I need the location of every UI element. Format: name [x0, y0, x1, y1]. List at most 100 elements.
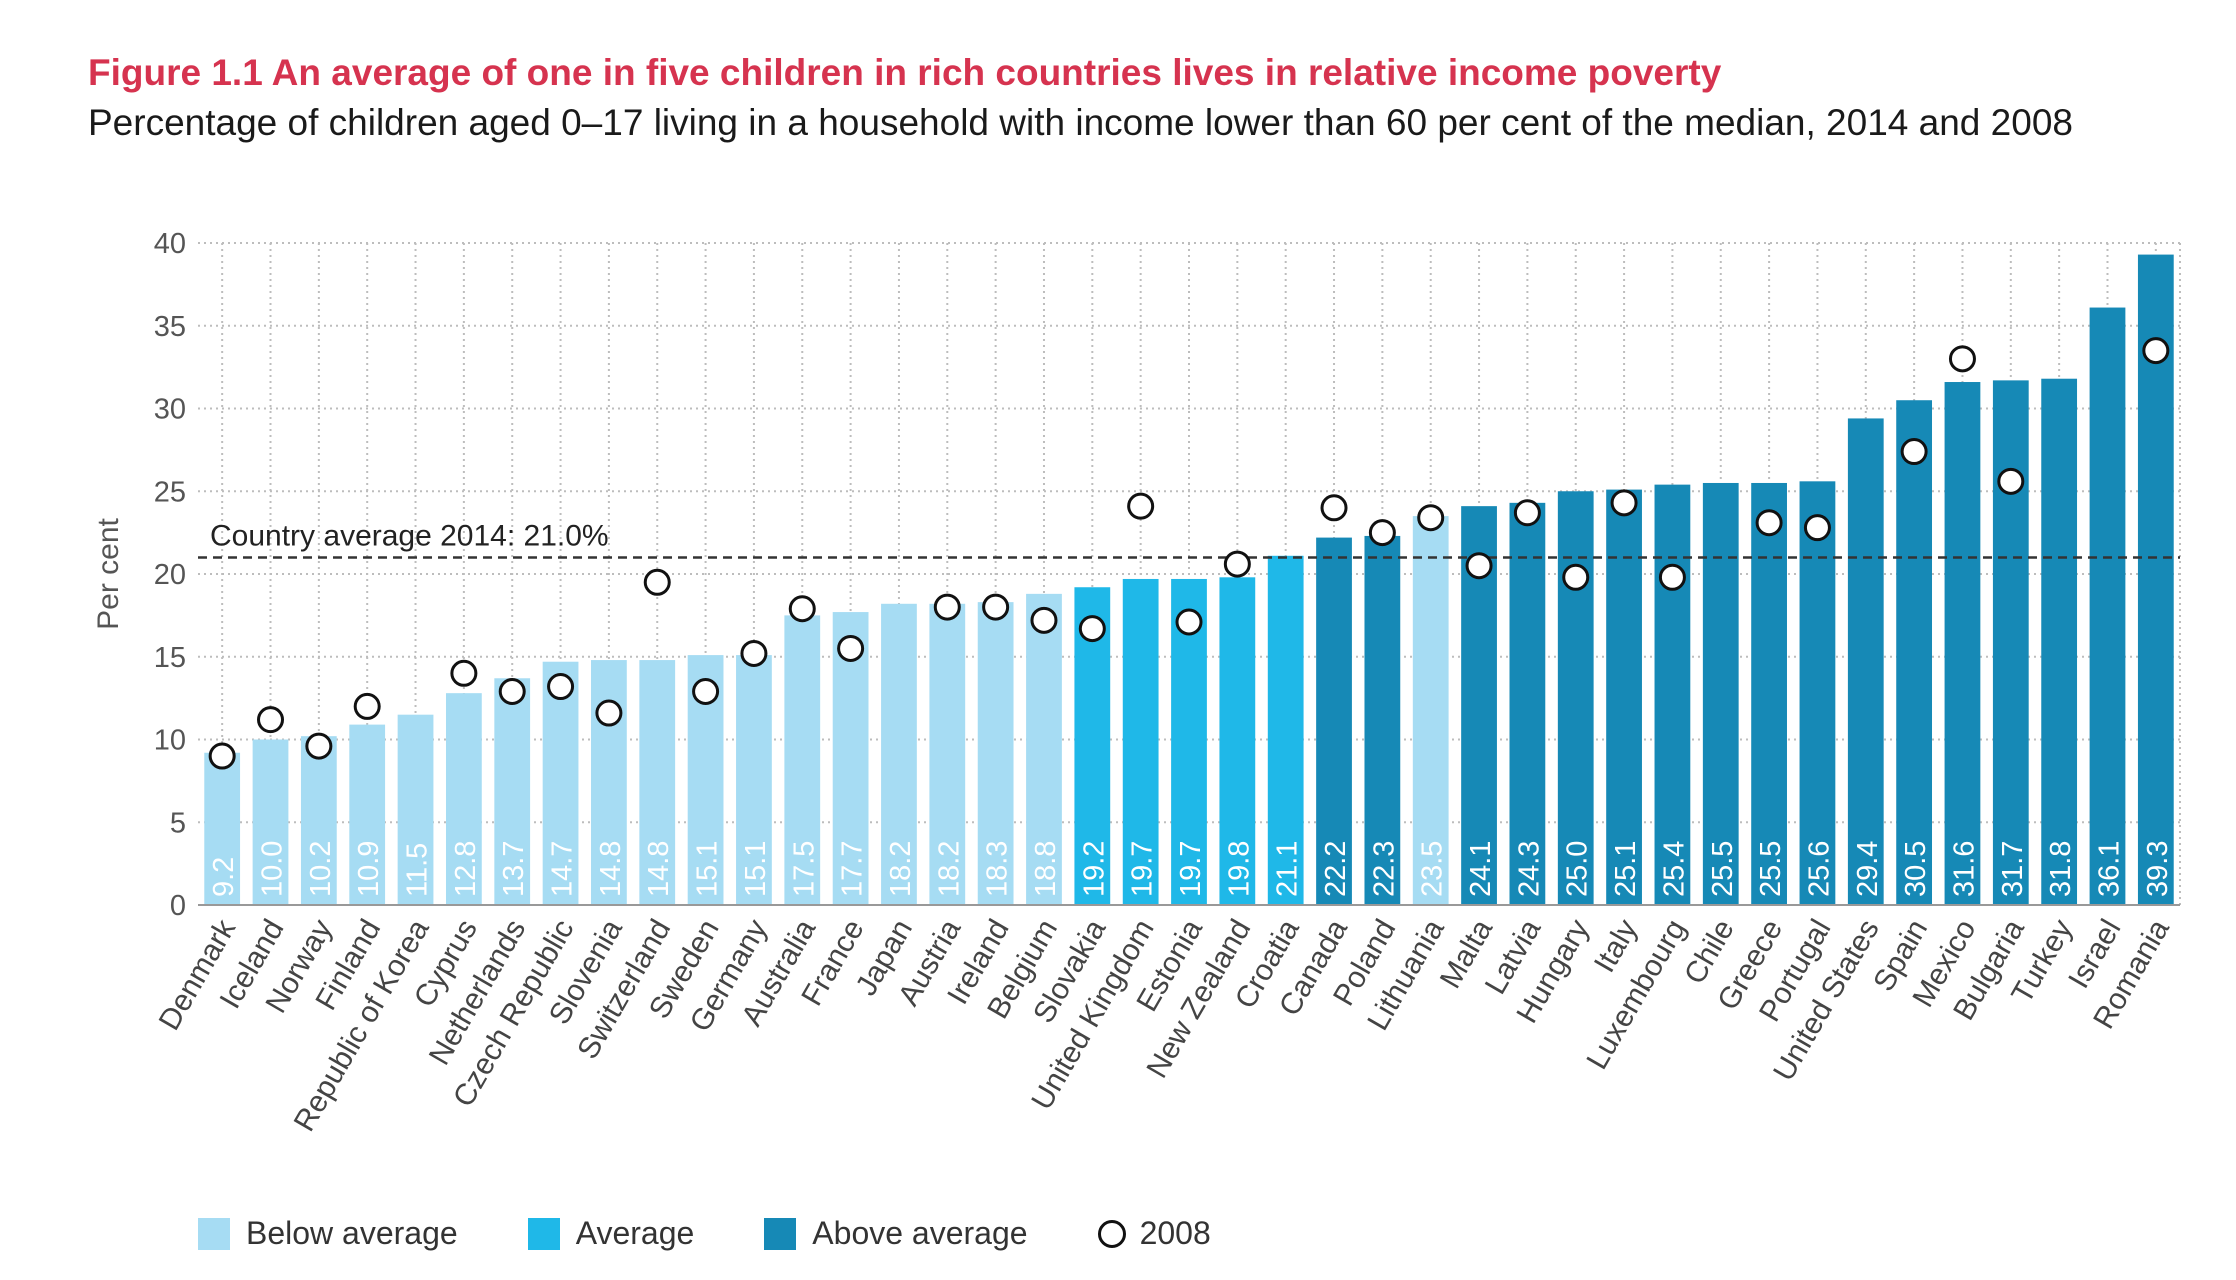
point-2008 — [1997, 467, 2025, 495]
bar — [784, 615, 821, 905]
bar-value-label: 17.5 — [788, 841, 820, 897]
point-2008 — [1513, 499, 1541, 527]
bar-value-label: 19.7 — [1127, 841, 1159, 897]
bar — [2089, 307, 2126, 905]
bar — [1509, 502, 1546, 905]
bar — [1702, 482, 1739, 905]
bar — [204, 752, 241, 905]
legend-label-average: Average — [575, 1215, 695, 1251]
point-2008 — [643, 568, 671, 596]
point-2008 — [982, 593, 1010, 621]
bar — [1364, 535, 1401, 905]
point-2008 — [1223, 550, 1251, 578]
bar-value-label: 15.1 — [740, 841, 772, 897]
bar-value-label: 25.1 — [1610, 841, 1642, 897]
bar-value-label: 12.8 — [450, 841, 482, 897]
bar — [2041, 378, 2078, 906]
bar-value-label: 18.2 — [885, 841, 917, 897]
legend-swatch-below — [198, 1217, 230, 1250]
point-2008 — [1803, 514, 1831, 542]
bar-value-label: 18.2 — [933, 841, 965, 897]
point-2008 — [1030, 606, 1058, 634]
bar-value-label: 30.5 — [1900, 841, 1932, 897]
points-2008 — [208, 337, 2170, 770]
point-2008 — [305, 732, 333, 760]
bar — [929, 603, 966, 905]
bar — [494, 678, 531, 905]
legend-label-below: Below average — [246, 1215, 458, 1251]
bar-value-label: 18.8 — [1030, 841, 1062, 897]
bar — [1219, 577, 1256, 905]
point-2008 — [353, 692, 381, 720]
point-2008 — [788, 595, 816, 623]
point-2008 — [1562, 563, 1590, 591]
y-tick-label: 40 — [154, 228, 186, 260]
point-2008 — [692, 678, 720, 706]
point-2008 — [1368, 519, 1396, 547]
bar — [349, 724, 386, 905]
bar-value-label: 9.2 — [208, 857, 240, 897]
point-2008 — [1127, 492, 1155, 520]
y-tick-label: 0 — [170, 890, 186, 922]
bar — [397, 714, 434, 905]
point-2008 — [498, 678, 526, 706]
bar — [1992, 380, 2029, 905]
bar — [977, 602, 1014, 905]
y-tick-label: 30 — [154, 394, 186, 426]
y-tick-label: 25 — [154, 476, 186, 508]
bar-value-label: 29.4 — [1852, 841, 1884, 897]
legend-below-average: Below average — [198, 1215, 458, 1252]
average-line-group: Country average 2014: 21.0% — [198, 519, 2180, 559]
point-2008 — [208, 742, 236, 770]
bar — [252, 739, 289, 905]
legend-above-average: Above average — [764, 1215, 1028, 1252]
bar-value-label: 22.3 — [1368, 841, 1400, 897]
point-2008 — [1175, 608, 1203, 636]
bar-value-label: 14.8 — [643, 841, 675, 897]
bar — [1122, 578, 1159, 905]
point-2008 — [450, 659, 478, 687]
bar-value-label: 10.9 — [353, 841, 385, 897]
bar — [445, 693, 482, 905]
bar — [1896, 400, 1933, 905]
bar — [1267, 555, 1304, 905]
legend-swatch-average — [527, 1217, 560, 1250]
bar — [1412, 516, 1449, 905]
point-2008 — [1948, 345, 1976, 373]
bar-value-label: 31.6 — [1948, 841, 1980, 897]
legend: Below average Average Above average 2008 — [198, 1215, 1281, 1252]
bar-value-label: 15.1 — [692, 841, 724, 897]
point-2008 — [933, 593, 961, 621]
bar-chart: Country average 2014: 21.0% 9.2 10.0 10.2 1… — [92, 228, 2181, 1137]
point-2008 — [1658, 563, 1686, 591]
bar-value-label: 14.7 — [547, 841, 579, 897]
bar — [1606, 489, 1642, 905]
bar-value-label: 18.3 — [982, 841, 1014, 897]
bar — [300, 736, 337, 905]
average-line-label: Country average 2014: 21.0% — [210, 519, 609, 552]
bar-value-label: 31.8 — [2045, 841, 2077, 897]
bar-value-label: 25.4 — [1658, 841, 1690, 897]
bar-value-label: 14.8 — [595, 841, 627, 897]
bar-value-label: 24.3 — [1513, 841, 1545, 897]
bars — [204, 254, 2174, 906]
point-2008 — [1078, 615, 1106, 643]
point-2008 — [740, 639, 768, 667]
bar-value-label: 25.0 — [1562, 841, 1594, 897]
point-2008 — [1610, 489, 1638, 517]
bar-value-label: 10.2 — [305, 841, 337, 897]
y-tick-label: 15 — [154, 642, 186, 674]
bar — [736, 655, 772, 905]
point-2008 — [547, 673, 575, 701]
legend-2008: 2008 — [1097, 1215, 1211, 1252]
y-tick-label: 5 — [170, 807, 186, 839]
bar-value-label: 11.5 — [402, 843, 434, 897]
point-2008 — [1417, 504, 1445, 532]
bar-value-label: 21.1 — [1272, 841, 1304, 897]
bar-value-label: 10.0 — [257, 841, 289, 897]
legend-label-2008: 2008 — [1139, 1215, 1211, 1251]
bar-value-labels: 9.2 10.0 10.2 10.9 11.5 12.8 13.7 14.7 14.8 14.8 1… — [208, 841, 2174, 897]
point-2008 — [1900, 438, 1928, 466]
bar-value-label: 25.5 — [1707, 841, 1739, 897]
point-2008 — [1755, 509, 1783, 537]
